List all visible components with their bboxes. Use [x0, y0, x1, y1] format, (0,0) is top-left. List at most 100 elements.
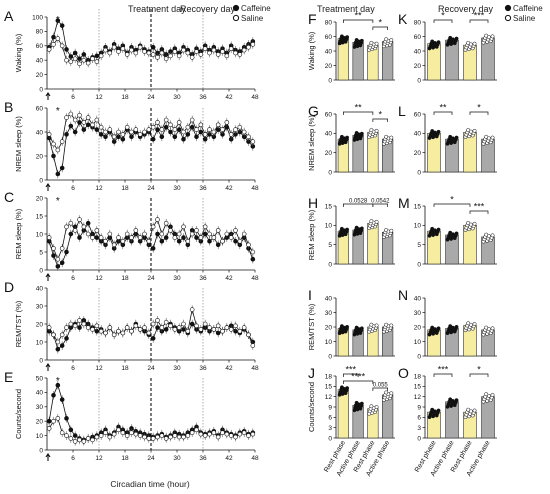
significance-label: **	[439, 103, 447, 113]
y-tick-label: 0	[328, 261, 332, 268]
data-point-saline	[211, 327, 217, 332]
data-point-saline	[181, 129, 186, 135]
data-point-saline	[224, 120, 230, 125]
individual-data-point	[448, 397, 453, 402]
data-point-saline	[98, 124, 104, 130]
data-point-saline	[72, 439, 78, 444]
significance-label: **	[355, 11, 363, 21]
data-point-saline	[133, 50, 139, 56]
data-point-saline	[90, 437, 95, 443]
legend-saline-marker-right	[504, 14, 512, 22]
data-point-saline	[211, 47, 217, 53]
data-point-saline	[133, 323, 139, 329]
data-point-saline	[120, 132, 126, 137]
x-tick-label: 6	[71, 365, 75, 372]
individual-data-point	[389, 391, 394, 396]
y-tick-label: 9	[328, 404, 332, 411]
data-point-saline	[224, 325, 230, 330]
individual-data-point	[369, 128, 374, 132]
individual-data-point	[454, 231, 459, 236]
data-point-caffeine	[72, 433, 78, 438]
y-tick-label: 40	[36, 390, 44, 397]
y-tick-label: 40	[36, 129, 44, 136]
x-tick-label: 48	[251, 455, 259, 462]
individual-data-point	[354, 38, 359, 42]
data-point-saline	[107, 50, 113, 56]
significance-bracket	[469, 19, 489, 23]
data-point-saline	[233, 323, 238, 329]
panel-C: C 0 5 10 15 20 REM sleep (%) 6 12 18 24 30 36 42 48 *	[4, 189, 259, 282]
data-point-saline	[224, 431, 230, 437]
data-point-saline	[189, 231, 195, 237]
data-point-saline	[250, 431, 256, 437]
individual-data-point	[490, 393, 495, 397]
y-tick-label: 0	[39, 267, 43, 274]
data-point-saline	[150, 321, 156, 327]
data-point-caffeine	[163, 327, 169, 332]
data-point-saline	[85, 436, 91, 441]
y-tick-label: 10	[414, 223, 422, 230]
individual-data-point	[490, 233, 495, 238]
data-point-saline	[241, 129, 247, 135]
legend-caffeine-marker-left	[232, 4, 240, 12]
data-point-saline	[185, 328, 191, 334]
data-point-saline	[163, 220, 169, 226]
data-point-saline	[120, 238, 126, 244]
data-point-caffeine	[181, 235, 186, 240]
individual-data-point	[384, 390, 389, 395]
individual-data-point	[339, 226, 344, 231]
data-point-saline	[233, 50, 238, 56]
data-point-saline	[181, 434, 186, 440]
data-point-saline	[116, 328, 121, 334]
individual-data-point	[345, 35, 350, 40]
significance-bracket	[433, 111, 453, 115]
y-tick-label: 15	[325, 384, 333, 391]
panel-letter: K	[398, 11, 408, 27]
data-point-caffeine	[194, 134, 199, 140]
individual-data-point	[374, 323, 379, 328]
y-tick-label: 20	[414, 324, 422, 331]
x-tick-label: 36	[199, 455, 207, 462]
individual-data-point	[430, 325, 435, 330]
data-point-caffeine	[189, 321, 195, 327]
individual-data-point	[454, 324, 459, 329]
y-tick-label: 10	[36, 433, 44, 440]
data-point-saline	[46, 325, 52, 330]
data-point-saline	[129, 235, 134, 240]
data-point-saline	[181, 47, 186, 53]
panel-letter: F	[308, 11, 317, 27]
y-tick-label: 60	[414, 34, 422, 41]
data-point-saline	[77, 112, 82, 118]
data-point-saline	[194, 127, 199, 132]
data-point-caffeine	[64, 47, 69, 52]
data-point-saline	[103, 47, 108, 53]
data-point-caffeine	[85, 122, 91, 128]
y-tick-label: 60	[325, 34, 333, 41]
data-point-saline	[55, 36, 61, 41]
data-point-saline	[59, 43, 65, 49]
data-point-saline	[59, 139, 65, 144]
data-point-saline	[155, 217, 160, 222]
data-point-caffeine	[64, 336, 69, 341]
y-tick-label: 20	[36, 419, 44, 426]
x-tick-label: 24	[147, 365, 155, 372]
data-point-saline	[72, 117, 78, 123]
panel-letter: J	[308, 365, 315, 381]
data-point-saline	[133, 431, 139, 437]
data-point-saline	[189, 307, 195, 312]
individual-data-point	[490, 34, 495, 39]
data-point-caffeine	[59, 165, 65, 171]
panel-letter: B	[4, 99, 13, 115]
x-tick-label: 18	[121, 94, 129, 101]
panel-letter: N	[398, 287, 408, 303]
x-tick-label: 6	[71, 94, 75, 101]
data-point-saline	[137, 132, 143, 137]
data-point-saline	[246, 242, 251, 248]
individual-data-point	[484, 134, 489, 139]
data-point-saline	[59, 430, 65, 436]
data-point-caffeine	[64, 132, 69, 137]
data-point-saline	[163, 117, 169, 123]
y-tick-label: 5	[39, 249, 43, 256]
data-point-saline	[241, 325, 247, 330]
